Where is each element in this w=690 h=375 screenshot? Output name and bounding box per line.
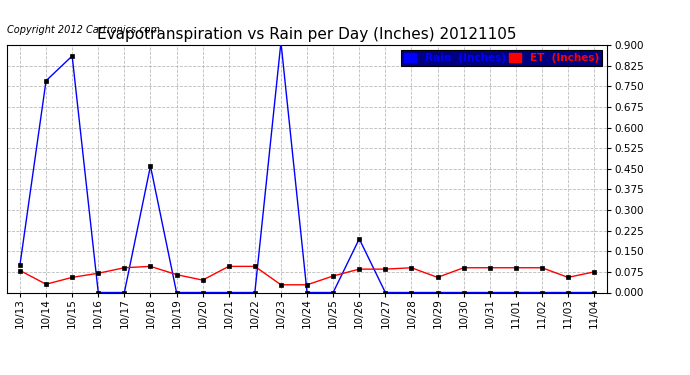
Legend: Rain  (Inches), ET  (Inches): Rain (Inches), ET (Inches) bbox=[401, 50, 602, 66]
Text: Copyright 2012 Cartronics.com: Copyright 2012 Cartronics.com bbox=[7, 25, 160, 35]
Title: Evapotranspiration vs Rain per Day (Inches) 20121105: Evapotranspiration vs Rain per Day (Inch… bbox=[97, 27, 517, 42]
